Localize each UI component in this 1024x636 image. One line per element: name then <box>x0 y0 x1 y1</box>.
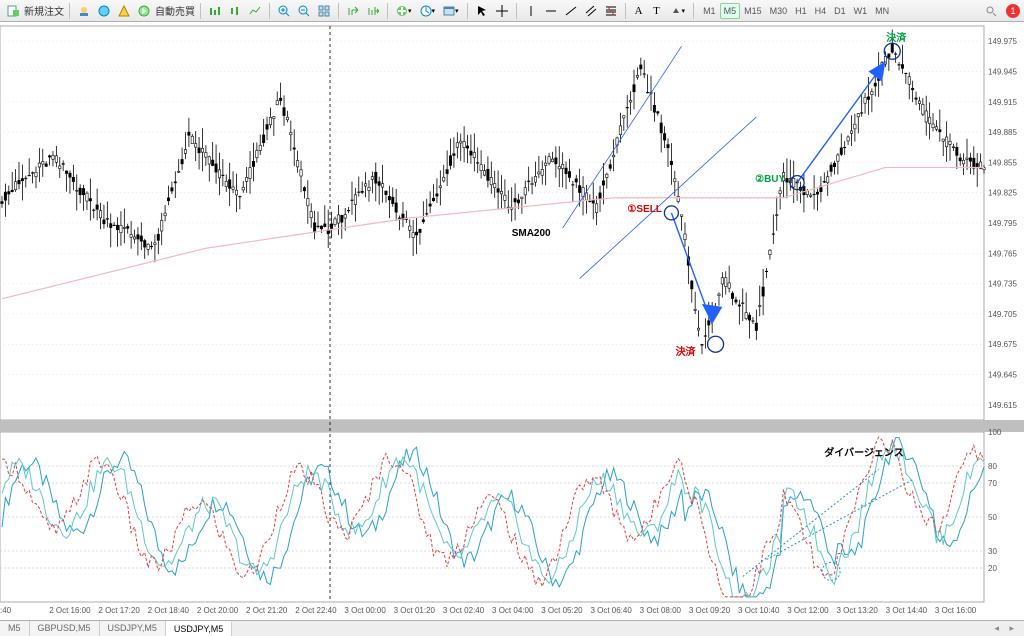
zoom-in-icon[interactable] <box>275 3 293 19</box>
annotation-close1: 決済 <box>676 343 696 358</box>
xaxis-label: 2 Oct 22:40 <box>295 606 344 620</box>
xaxis-label: 2 Oct 21:20 <box>246 606 295 620</box>
annotation-div: ダイバージェンス <box>824 444 903 459</box>
globe-icon[interactable] <box>95 3 113 19</box>
timeframe-m15[interactable]: M15 <box>740 3 766 19</box>
timeframe-d1[interactable]: D1 <box>830 3 850 19</box>
xaxis-label: 2 Oct 20:00 <box>197 606 246 620</box>
label-icon[interactable]: T <box>649 3 665 19</box>
trendline-icon[interactable] <box>562 3 580 19</box>
timeframe-h4[interactable]: H4 <box>811 3 831 19</box>
chart-tab[interactable]: M5 <box>0 621 30 636</box>
svg-text:149.615: 149.615 <box>988 401 1017 410</box>
channel-icon[interactable] <box>582 3 600 19</box>
xaxis-label: :40 <box>0 606 49 620</box>
timeframe-m30[interactable]: M30 <box>766 3 792 19</box>
xaxis-label: 3 Oct 16:00 <box>935 606 984 620</box>
xaxis-label: 3 Oct 14:40 <box>886 606 935 620</box>
candlechart-icon[interactable] <box>226 3 244 19</box>
xaxis-label: 3 Oct 06:40 <box>590 606 639 620</box>
main-toolbar: 新規注文 自動売買 ▾ ▾ ▾ A T ▾ M1M5M15M30H1H4D1W1… <box>0 0 1024 22</box>
xaxis-label: 3 Oct 04:00 <box>492 606 541 620</box>
barchart-icon[interactable] <box>206 3 224 19</box>
xaxis-label: 3 Oct 10:40 <box>738 606 787 620</box>
indicators-icon[interactable]: ▾ <box>393 3 415 19</box>
svg-text:149.705: 149.705 <box>988 310 1017 319</box>
x-axis: :402 Oct 16:002 Oct 17:202 Oct 18:402 Oc… <box>0 606 984 620</box>
crosshair-icon[interactable] <box>493 3 511 19</box>
svg-text:100: 100 <box>988 428 1002 437</box>
xaxis-label: 3 Oct 02:40 <box>443 606 492 620</box>
annotation-buy: ②BUY <box>755 174 785 185</box>
svg-text:70: 70 <box>988 479 997 488</box>
periods-icon[interactable]: ▾ <box>417 3 439 19</box>
chart-tab[interactable]: USDJPY,M5 <box>100 621 166 636</box>
chart-svg: 149.615 149.645 149.675 149.705 149.735 149.7… <box>0 22 1024 620</box>
autotrade-button[interactable] <box>135 3 153 19</box>
xaxis-label: 3 Oct 01:20 <box>394 606 443 620</box>
profiles-icon[interactable] <box>75 3 93 19</box>
sma200-label: SMA200 <box>512 228 551 239</box>
timeframe-group: M1M5M15M30H1H4D1W1MN <box>699 3 893 19</box>
svg-text:149.855: 149.855 <box>988 158 1017 167</box>
chart-tabs: M5GBPUSD,M5USDJPY,M5USDJPY,M5 ◂ ▸ <box>0 620 1024 636</box>
svg-text:149.795: 149.795 <box>988 219 1017 228</box>
tabs-list: M5GBPUSD,M5USDJPY,M5USDJPY,M5 <box>0 621 232 636</box>
timeframe-mn[interactable]: MN <box>871 3 893 19</box>
xaxis-label: 2 Oct 18:40 <box>148 606 197 620</box>
zoom-out-icon[interactable] <box>295 3 313 19</box>
svg-text:149.885: 149.885 <box>988 128 1017 137</box>
xaxis-label: 3 Oct 00:00 <box>344 606 393 620</box>
xaxis-label: 3 Oct 12:00 <box>787 606 836 620</box>
new-order-button[interactable] <box>4 3 22 19</box>
timeframe-h1[interactable]: H1 <box>791 3 811 19</box>
chart-area[interactable]: 149.615 149.645 149.675 149.705 149.735 149.7… <box>0 22 1024 620</box>
svg-text:30: 30 <box>988 547 997 556</box>
xaxis-label: 3 Oct 09:20 <box>689 606 738 620</box>
autoscroll-icon[interactable] <box>364 3 382 19</box>
cursor-icon[interactable] <box>473 3 491 19</box>
svg-text:20: 20 <box>988 564 997 573</box>
tile-icon[interactable] <box>315 3 333 19</box>
new-order-label: 新規注文 <box>24 3 64 18</box>
svg-text:80: 80 <box>988 462 997 471</box>
autotrade-label: 自動売買 <box>155 3 195 18</box>
xaxis-label: 2 Oct 16:00 <box>49 606 98 620</box>
timeframe-w1[interactable]: W1 <box>850 3 872 19</box>
plus-doc-icon <box>7 5 19 17</box>
templates-icon[interactable]: ▾ <box>440 3 462 19</box>
svg-text:149.765: 149.765 <box>988 249 1017 258</box>
linechart-icon[interactable] <box>246 3 264 19</box>
svg-text:149.675: 149.675 <box>988 340 1017 349</box>
annotation-sell: ①SELL <box>627 204 662 215</box>
svg-text:149.735: 149.735 <box>988 280 1017 289</box>
svg-text:50: 50 <box>988 513 997 522</box>
shift-icon[interactable] <box>344 3 362 19</box>
vline-icon[interactable] <box>522 3 540 19</box>
arrows-icon[interactable]: ▾ <box>667 3 689 19</box>
svg-text:149.645: 149.645 <box>988 371 1017 380</box>
xaxis-label: 3 Oct 08:00 <box>640 606 689 620</box>
xaxis-label: 3 Oct 13:20 <box>836 606 885 620</box>
xaxis-label: 3 Oct 05:20 <box>541 606 590 620</box>
timeframe-m1[interactable]: M1 <box>699 3 720 19</box>
svg-text:149.915: 149.915 <box>988 98 1017 107</box>
search-icon[interactable] <box>982 3 1000 19</box>
tab-nav[interactable]: ◂ ▸ <box>988 623 1024 634</box>
expert-icon[interactable] <box>115 3 133 19</box>
chart-tab[interactable]: USDJPY,M5 <box>166 621 232 636</box>
svg-text:149.975: 149.975 <box>988 37 1017 46</box>
alert-badge[interactable]: 1 <box>1006 4 1020 18</box>
svg-text:149.945: 149.945 <box>988 67 1017 76</box>
text-icon[interactable]: A <box>631 3 647 19</box>
timeframe-m5[interactable]: M5 <box>720 3 741 19</box>
chart-tab[interactable]: GBPUSD,M5 <box>30 621 100 636</box>
hline-icon[interactable] <box>542 3 560 19</box>
xaxis-label: 2 Oct 17:20 <box>98 606 147 620</box>
annotation-close2: 決済 <box>886 29 906 44</box>
svg-text:149.825: 149.825 <box>988 189 1017 198</box>
fibo-icon[interactable] <box>602 3 620 19</box>
